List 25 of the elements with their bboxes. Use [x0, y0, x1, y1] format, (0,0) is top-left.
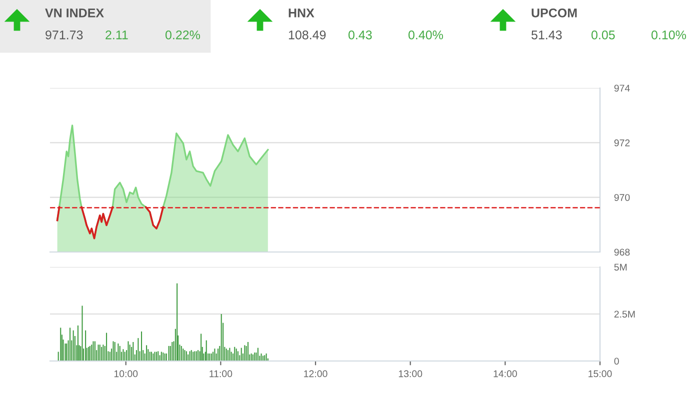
- text: 0.22%: [165, 30, 200, 40]
- x-tick-label: 14:00: [494, 370, 517, 378]
- x-tick-label: 11:00: [210, 370, 232, 378]
- x-tick-label: 13:00: [398, 370, 422, 378]
- y-tick-label: 970: [614, 194, 630, 201]
- y-tick-label: 5M: [614, 264, 627, 271]
- text: UPCOM: [532, 8, 577, 18]
- y-tick-label: 972: [614, 139, 630, 146]
- x-tick-label: 15:00: [588, 370, 612, 378]
- y-tick-label: 974: [614, 84, 630, 92]
- text: 108.49: [288, 30, 326, 40]
- text: HNX: [288, 8, 314, 18]
- y-tick-label: 2.5M: [614, 310, 635, 318]
- text: 0.40%: [408, 30, 443, 40]
- text: 0.43: [348, 30, 372, 40]
- y-tick-label: 968: [614, 248, 630, 256]
- text: 971.73: [46, 30, 83, 40]
- x-tick-label: 12:00: [304, 370, 328, 378]
- x-tick-label: 10:00: [114, 370, 138, 378]
- text: VN INDEX: [45, 8, 104, 18]
- text: 0.10%: [651, 30, 686, 40]
- text: 2.11: [106, 30, 128, 40]
- text: 51.43: [532, 30, 562, 40]
- y-tick-label: 0: [614, 358, 619, 365]
- text: 0.05: [591, 30, 615, 40]
